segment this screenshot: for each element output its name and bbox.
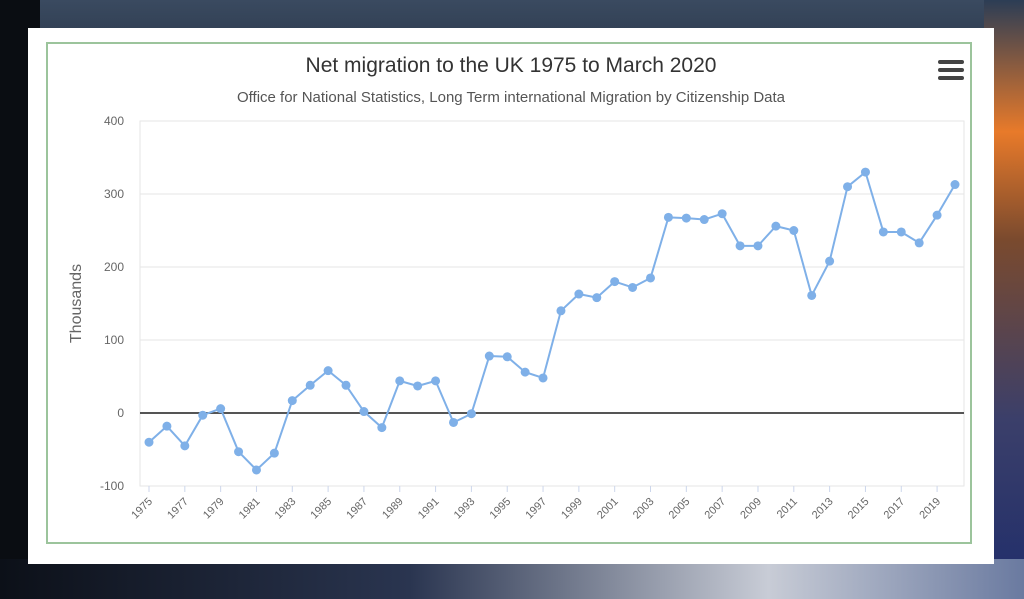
x-tick-label: 1995 <box>488 496 514 522</box>
x-tick-label: 1981 <box>237 496 263 522</box>
data-point[interactable] <box>269 448 279 458</box>
x-tick-label: 2019 <box>917 496 943 522</box>
data-point[interactable] <box>574 289 584 299</box>
x-tick-label: 2005 <box>667 496 693 522</box>
data-point[interactable] <box>807 290 817 300</box>
data-point[interactable] <box>556 306 566 316</box>
data-point[interactable] <box>663 212 673 222</box>
data-point[interactable] <box>180 441 190 451</box>
data-point[interactable] <box>395 376 405 386</box>
data-point[interactable] <box>198 410 208 420</box>
data-point[interactable] <box>502 352 512 362</box>
data-point[interactable] <box>860 167 870 177</box>
data-point[interactable] <box>717 209 727 219</box>
data-point[interactable] <box>448 417 458 427</box>
data-point[interactable] <box>843 182 853 192</box>
data-point[interactable] <box>162 421 172 431</box>
data-point[interactable] <box>251 465 261 475</box>
x-tick-label: 2009 <box>738 496 764 522</box>
data-point[interactable] <box>950 180 960 190</box>
data-point[interactable] <box>932 210 942 220</box>
chart-title: Net migration to the UK 1975 to March 20… <box>305 54 717 77</box>
data-point[interactable] <box>305 380 315 390</box>
data-point[interactable] <box>520 367 530 377</box>
data-point[interactable] <box>610 277 620 287</box>
data-point[interactable] <box>681 213 691 223</box>
x-tick-label: 1987 <box>344 496 370 522</box>
data-point[interactable] <box>646 273 656 283</box>
x-tick-label: 1985 <box>308 496 334 522</box>
data-point[interactable] <box>878 227 888 237</box>
x-tick-label: 1991 <box>416 496 442 522</box>
x-tick-label: 2001 <box>595 496 621 522</box>
x-tick-label: 1993 <box>452 496 478 522</box>
y-tick-label: 100 <box>104 333 124 347</box>
x-tick-label: 1989 <box>380 496 406 522</box>
data-point[interactable] <box>377 423 387 433</box>
x-tick-label: 2003 <box>631 496 657 522</box>
data-point[interactable] <box>341 380 351 390</box>
chart-frame <box>46 42 972 544</box>
data-point[interactable] <box>771 221 781 231</box>
data-point[interactable] <box>216 404 226 414</box>
plot-area <box>139 120 965 487</box>
y-tick-label: 300 <box>104 187 124 201</box>
data-point[interactable] <box>431 376 441 386</box>
x-tick-label: 2015 <box>846 496 872 522</box>
x-tick-label: 2013 <box>810 496 836 522</box>
y-tick-label: 200 <box>104 260 124 274</box>
data-point[interactable] <box>592 293 602 303</box>
y-tick-label: -100 <box>100 479 124 493</box>
y-tick-label: 400 <box>104 114 124 128</box>
data-point[interactable] <box>753 241 763 251</box>
data-point[interactable] <box>234 447 244 457</box>
data-point[interactable] <box>825 256 835 266</box>
x-tick-label: 2007 <box>702 496 728 522</box>
x-tick-label: 2017 <box>882 496 908 522</box>
y-axis-title: Thousands <box>68 264 85 343</box>
x-tick-label: 1997 <box>523 496 549 522</box>
x-tick-label: 1979 <box>201 496 227 522</box>
data-point[interactable] <box>144 437 154 447</box>
x-tick-label: 1975 <box>129 496 155 522</box>
data-point[interactable] <box>538 373 548 383</box>
chart-subtitle: Office for National Statistics, Long Ter… <box>236 89 786 106</box>
data-point[interactable] <box>699 215 709 225</box>
data-point[interactable] <box>287 396 297 406</box>
chart-card: Net migration to the UK 1975 to March 20… <box>28 28 994 564</box>
data-point[interactable] <box>484 351 494 361</box>
hamburger-menu-icon[interactable] <box>938 60 964 82</box>
data-point[interactable] <box>896 227 906 237</box>
series-line <box>148 171 956 471</box>
data-point[interactable] <box>914 238 924 248</box>
data-point[interactable] <box>735 241 745 251</box>
x-tick-label: 1999 <box>559 496 585 522</box>
x-tick-label: 1983 <box>273 496 299 522</box>
data-point[interactable] <box>628 282 638 292</box>
background-bottom <box>0 559 1024 599</box>
line-chart: -100 0 100 200 300 400 Thousands 1975 1977 1979 19… <box>68 114 965 522</box>
data-point[interactable] <box>413 381 423 391</box>
data-point[interactable] <box>466 409 476 419</box>
y-tick-label: 0 <box>117 406 124 420</box>
x-tick-label: 2011 <box>775 496 800 521</box>
data-point[interactable] <box>789 226 799 235</box>
data-point[interactable] <box>323 366 333 376</box>
x-tick-label: 1977 <box>165 496 191 522</box>
data-point[interactable] <box>359 407 369 417</box>
